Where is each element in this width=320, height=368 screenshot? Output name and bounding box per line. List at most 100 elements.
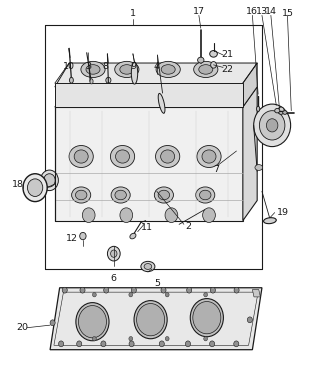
Circle shape — [165, 336, 169, 341]
Ellipse shape — [210, 50, 217, 57]
Ellipse shape — [76, 190, 87, 200]
Ellipse shape — [161, 65, 175, 74]
Text: 21: 21 — [221, 50, 234, 60]
Ellipse shape — [257, 106, 260, 112]
Circle shape — [80, 233, 86, 240]
Ellipse shape — [199, 190, 211, 200]
Text: 13: 13 — [256, 7, 268, 16]
Circle shape — [28, 179, 43, 197]
Polygon shape — [50, 288, 262, 350]
Circle shape — [50, 320, 55, 326]
Polygon shape — [252, 290, 260, 297]
Ellipse shape — [196, 187, 215, 203]
Circle shape — [111, 250, 117, 257]
Circle shape — [41, 170, 58, 191]
Ellipse shape — [158, 190, 170, 200]
Text: 20: 20 — [16, 323, 28, 332]
Circle shape — [254, 104, 291, 146]
Circle shape — [210, 341, 215, 347]
Ellipse shape — [115, 61, 139, 78]
Circle shape — [185, 341, 190, 347]
Text: 15: 15 — [282, 10, 293, 18]
Circle shape — [260, 111, 285, 140]
Circle shape — [23, 174, 47, 202]
Polygon shape — [243, 63, 257, 107]
Text: 19: 19 — [277, 208, 289, 217]
Text: 12: 12 — [66, 234, 78, 243]
Circle shape — [92, 293, 96, 297]
Ellipse shape — [194, 61, 218, 78]
Circle shape — [129, 341, 134, 347]
Text: 5: 5 — [154, 279, 160, 288]
Ellipse shape — [74, 150, 88, 163]
Circle shape — [92, 336, 96, 341]
Ellipse shape — [154, 187, 173, 203]
Text: 8: 8 — [103, 62, 109, 71]
Circle shape — [234, 287, 239, 293]
Text: 4: 4 — [154, 62, 160, 71]
Polygon shape — [55, 83, 243, 107]
Text: 9: 9 — [130, 62, 136, 71]
Ellipse shape — [264, 217, 276, 224]
Circle shape — [82, 208, 95, 223]
Ellipse shape — [197, 145, 221, 167]
Circle shape — [80, 287, 85, 293]
Circle shape — [137, 304, 164, 336]
Ellipse shape — [110, 145, 135, 167]
Circle shape — [101, 341, 106, 347]
Ellipse shape — [81, 61, 105, 78]
Circle shape — [267, 119, 278, 132]
Ellipse shape — [158, 93, 165, 113]
Ellipse shape — [156, 61, 180, 78]
Circle shape — [108, 246, 120, 261]
Circle shape — [120, 208, 133, 223]
Ellipse shape — [161, 150, 175, 163]
Polygon shape — [55, 107, 243, 221]
Circle shape — [187, 287, 192, 293]
Circle shape — [161, 287, 166, 293]
Circle shape — [165, 208, 178, 223]
Text: 6: 6 — [111, 274, 117, 283]
Text: 16: 16 — [246, 7, 258, 16]
Text: 3: 3 — [85, 62, 92, 71]
Circle shape — [129, 293, 133, 297]
Ellipse shape — [156, 145, 180, 167]
Text: 1: 1 — [130, 10, 136, 18]
Circle shape — [234, 341, 239, 347]
Ellipse shape — [202, 150, 216, 163]
Circle shape — [193, 301, 221, 334]
Circle shape — [134, 301, 167, 339]
Circle shape — [76, 302, 109, 341]
Circle shape — [159, 341, 164, 347]
Circle shape — [59, 341, 64, 347]
Text: 14: 14 — [265, 7, 277, 16]
Circle shape — [129, 336, 133, 341]
Ellipse shape — [86, 65, 100, 74]
Ellipse shape — [130, 233, 136, 239]
Text: 11: 11 — [141, 223, 153, 233]
Text: 2: 2 — [186, 222, 192, 231]
Circle shape — [278, 107, 284, 114]
Text: 17: 17 — [193, 7, 205, 16]
Circle shape — [78, 305, 107, 338]
Circle shape — [131, 287, 136, 293]
Circle shape — [247, 317, 252, 323]
Circle shape — [77, 341, 82, 347]
Polygon shape — [55, 87, 257, 107]
Circle shape — [204, 336, 208, 341]
Text: 18: 18 — [12, 180, 24, 188]
Ellipse shape — [90, 79, 93, 84]
Circle shape — [104, 287, 109, 293]
Ellipse shape — [275, 109, 280, 113]
Ellipse shape — [255, 164, 263, 170]
Text: 22: 22 — [221, 65, 234, 74]
Text: 7: 7 — [213, 165, 219, 174]
Circle shape — [62, 287, 67, 293]
Circle shape — [211, 61, 216, 68]
Polygon shape — [55, 63, 257, 87]
Polygon shape — [243, 87, 257, 221]
Circle shape — [106, 77, 111, 83]
Text: 10: 10 — [62, 62, 75, 71]
Circle shape — [190, 298, 223, 337]
Circle shape — [44, 174, 55, 187]
